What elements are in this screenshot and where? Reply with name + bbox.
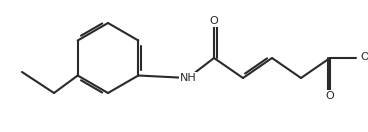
Text: NH: NH [180, 73, 197, 83]
Text: O: O [210, 16, 218, 26]
Text: OH: OH [360, 52, 368, 62]
Text: O: O [326, 91, 335, 101]
